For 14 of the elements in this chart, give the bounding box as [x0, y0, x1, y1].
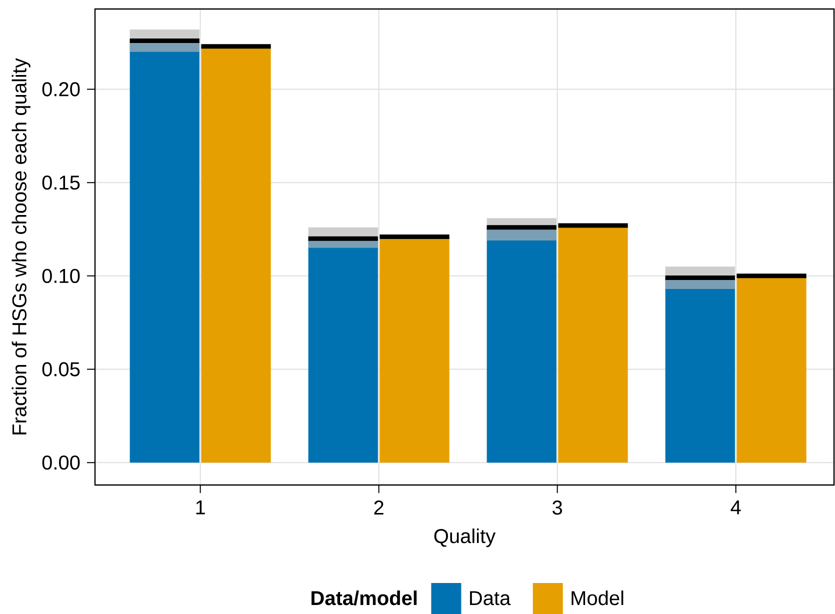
y-tick-label: 0.20: [42, 82, 80, 96]
y-axis-title: Fraction of HSGs who choose each quality: [12, 58, 30, 434]
y-tick-label: 0.15: [42, 176, 80, 190]
y-tick-label: 0.10: [42, 268, 80, 284]
x-tick-label: 1: [196, 500, 205, 514]
x-tick-label: 2: [374, 500, 384, 514]
y-tick-label: 0.00: [42, 456, 80, 470]
y-tick-label: 0.05: [42, 362, 80, 376]
legend-label: Model: [572, 590, 624, 606]
x-tick-label: 4: [730, 500, 741, 514]
x-tick-label: 3: [552, 500, 562, 515]
x-axis-title: Quality: [434, 528, 496, 548]
legend-title: Data/model: [312, 590, 417, 606]
legend-label: Data: [470, 591, 511, 606]
